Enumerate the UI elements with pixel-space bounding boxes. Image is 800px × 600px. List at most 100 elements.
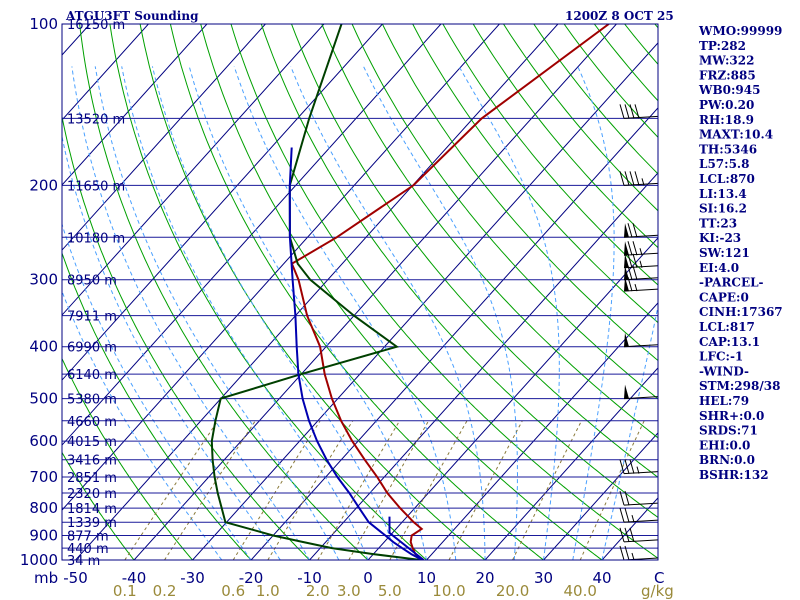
dry-adiabat-lines xyxy=(62,24,658,560)
moist-adiabat-line xyxy=(290,66,486,560)
sounding-index: CAPE:0 xyxy=(699,290,749,304)
wind-barb-feather xyxy=(627,223,633,238)
temperature-tick-label: 0 xyxy=(363,569,373,587)
temperature-axis-labels: -50 -40 -30 -20 -10 0 10 20 30 40 xyxy=(63,569,611,587)
wind-barb-half-feather xyxy=(631,515,635,523)
mixing-ratio-tick-label: 20.0 xyxy=(496,582,529,600)
height-label: 4015 m xyxy=(67,435,117,450)
sounding-index: CAP:13.1 xyxy=(699,335,760,349)
dry-adiabat-line xyxy=(381,24,658,362)
isotherm-line xyxy=(484,367,658,560)
temperature-tick-label: -20 xyxy=(239,569,264,587)
wind-barb-feather xyxy=(624,171,630,186)
sounding-index: L57:5.8 xyxy=(699,157,749,171)
wind-barb-pennant xyxy=(624,277,629,292)
sounding-index: -PARCEL- xyxy=(699,276,764,290)
wind-barb-feather xyxy=(619,545,625,561)
isotherm-line xyxy=(542,432,658,560)
pressure-tick-label: 100 xyxy=(29,15,58,33)
moist-adiabat-line xyxy=(601,304,658,560)
wind-barb-half-feather xyxy=(634,283,638,292)
wind-barb-feather xyxy=(619,104,625,119)
dry-adiabat-line xyxy=(109,24,428,560)
dry-adiabat-line xyxy=(472,24,658,249)
height-label: 2851 m xyxy=(67,471,117,486)
temperature-tick-label: 40 xyxy=(592,569,611,587)
pressure-tick-label: 1000 xyxy=(20,551,58,569)
sounding-profiles xyxy=(210,24,610,560)
mixing-ratio-tick-label: 1.0 xyxy=(256,582,280,600)
wind-barb-feather xyxy=(629,171,635,186)
wind-barb-half-feather xyxy=(639,248,643,256)
mixing-ratio-tick-label: 10.0 xyxy=(432,582,465,600)
sounding-datetime: 1200Z 8 OCT 25 xyxy=(565,9,674,23)
isotherm-line xyxy=(62,24,501,511)
mixing-ratio-tick-label: 2.0 xyxy=(306,582,330,600)
mixing-ratio-line xyxy=(267,420,354,560)
wind-barb-feather xyxy=(632,223,638,238)
pressure-tick-label: 300 xyxy=(29,271,58,289)
dry-adiabat-line xyxy=(412,24,658,324)
isotherm-line xyxy=(62,24,325,316)
wind-barb-feather xyxy=(624,545,630,561)
sounding-index: MAXT:10.4 xyxy=(699,128,773,142)
isotherm-line xyxy=(191,42,658,560)
mixing-ratio-axis-labels: 0.1 0.2 0.6 1.0 2.0 3.0 5.0 10.0 20.0 40.0 xyxy=(113,582,597,600)
mixing-ratio-tick-label: 3.0 xyxy=(337,582,361,600)
height-label: 6990 m xyxy=(67,341,117,356)
wind-barb-feather xyxy=(619,508,625,523)
wind-barb-half-feather xyxy=(636,466,640,474)
height-label: 4660 m xyxy=(67,415,117,430)
dry-adiabat-line xyxy=(139,24,486,560)
isotherm-line xyxy=(62,24,208,186)
mixing-ratio-line xyxy=(579,420,645,560)
sounding-index: SRDS:71 xyxy=(699,424,758,438)
sounding-index: SW:121 xyxy=(699,246,750,260)
sounding-index: TP:282 xyxy=(699,39,746,53)
mixing-ratio-tick-label: 0.6 xyxy=(221,582,245,600)
height-label: 13520 m xyxy=(67,112,125,127)
wind-barb-feather xyxy=(619,490,625,506)
sounding-index: LCL:817 xyxy=(699,320,755,334)
sounding-index: LI:13.4 xyxy=(699,187,747,201)
dry-adiabat-line xyxy=(62,451,135,560)
mixing-ratio-line xyxy=(317,420,401,560)
dry-adiabat-line xyxy=(200,24,603,560)
temperature-profile-line xyxy=(290,24,610,560)
moist-adiabat-line xyxy=(62,134,281,560)
wind-barb-staff xyxy=(623,502,659,506)
wind-barb-feather xyxy=(619,459,625,474)
temperature-tick-label: 10 xyxy=(417,569,436,587)
sounding-index: EHI:0.0 xyxy=(699,438,750,452)
height-label: 1339 m xyxy=(67,516,117,531)
moist-adiabat-line xyxy=(121,66,369,560)
moist-adiabat-lines xyxy=(62,66,658,560)
pressure-unit-label: mb xyxy=(34,569,58,587)
moist-adiabat-line xyxy=(62,289,223,560)
plot-frame xyxy=(61,23,659,561)
sounding-index: KI:-23 xyxy=(699,231,741,245)
moist-adiabat-line xyxy=(151,66,398,560)
mixing-ratio-tick-label: 5.0 xyxy=(378,582,402,600)
moist-adiabat-line xyxy=(233,66,457,560)
height-label: 2320 m xyxy=(67,487,117,502)
sounding-index: LCL:870 xyxy=(699,172,755,186)
dry-adiabat-line xyxy=(321,24,658,439)
sounding-index: WMO:99999 xyxy=(698,24,782,38)
dry-adiabat-line xyxy=(230,24,658,559)
wind-barb-feather xyxy=(624,490,630,506)
moist-adiabat-line xyxy=(363,66,518,560)
wind-barb-half-feather xyxy=(641,178,645,186)
wind-barb-feather xyxy=(627,241,633,256)
height-label: 11650 m xyxy=(67,179,125,194)
isotherm-line xyxy=(425,302,658,560)
isotherm-line xyxy=(133,24,618,560)
wind-barb-feather xyxy=(634,171,640,186)
mixing-ratio-line xyxy=(448,420,523,560)
sounding-index: RH:18.9 xyxy=(699,113,754,127)
wind-barb-feather xyxy=(634,104,640,119)
wind-barb-pennant xyxy=(624,241,629,256)
wind-barb-feather xyxy=(624,508,630,523)
isotherm-lines xyxy=(62,24,658,560)
